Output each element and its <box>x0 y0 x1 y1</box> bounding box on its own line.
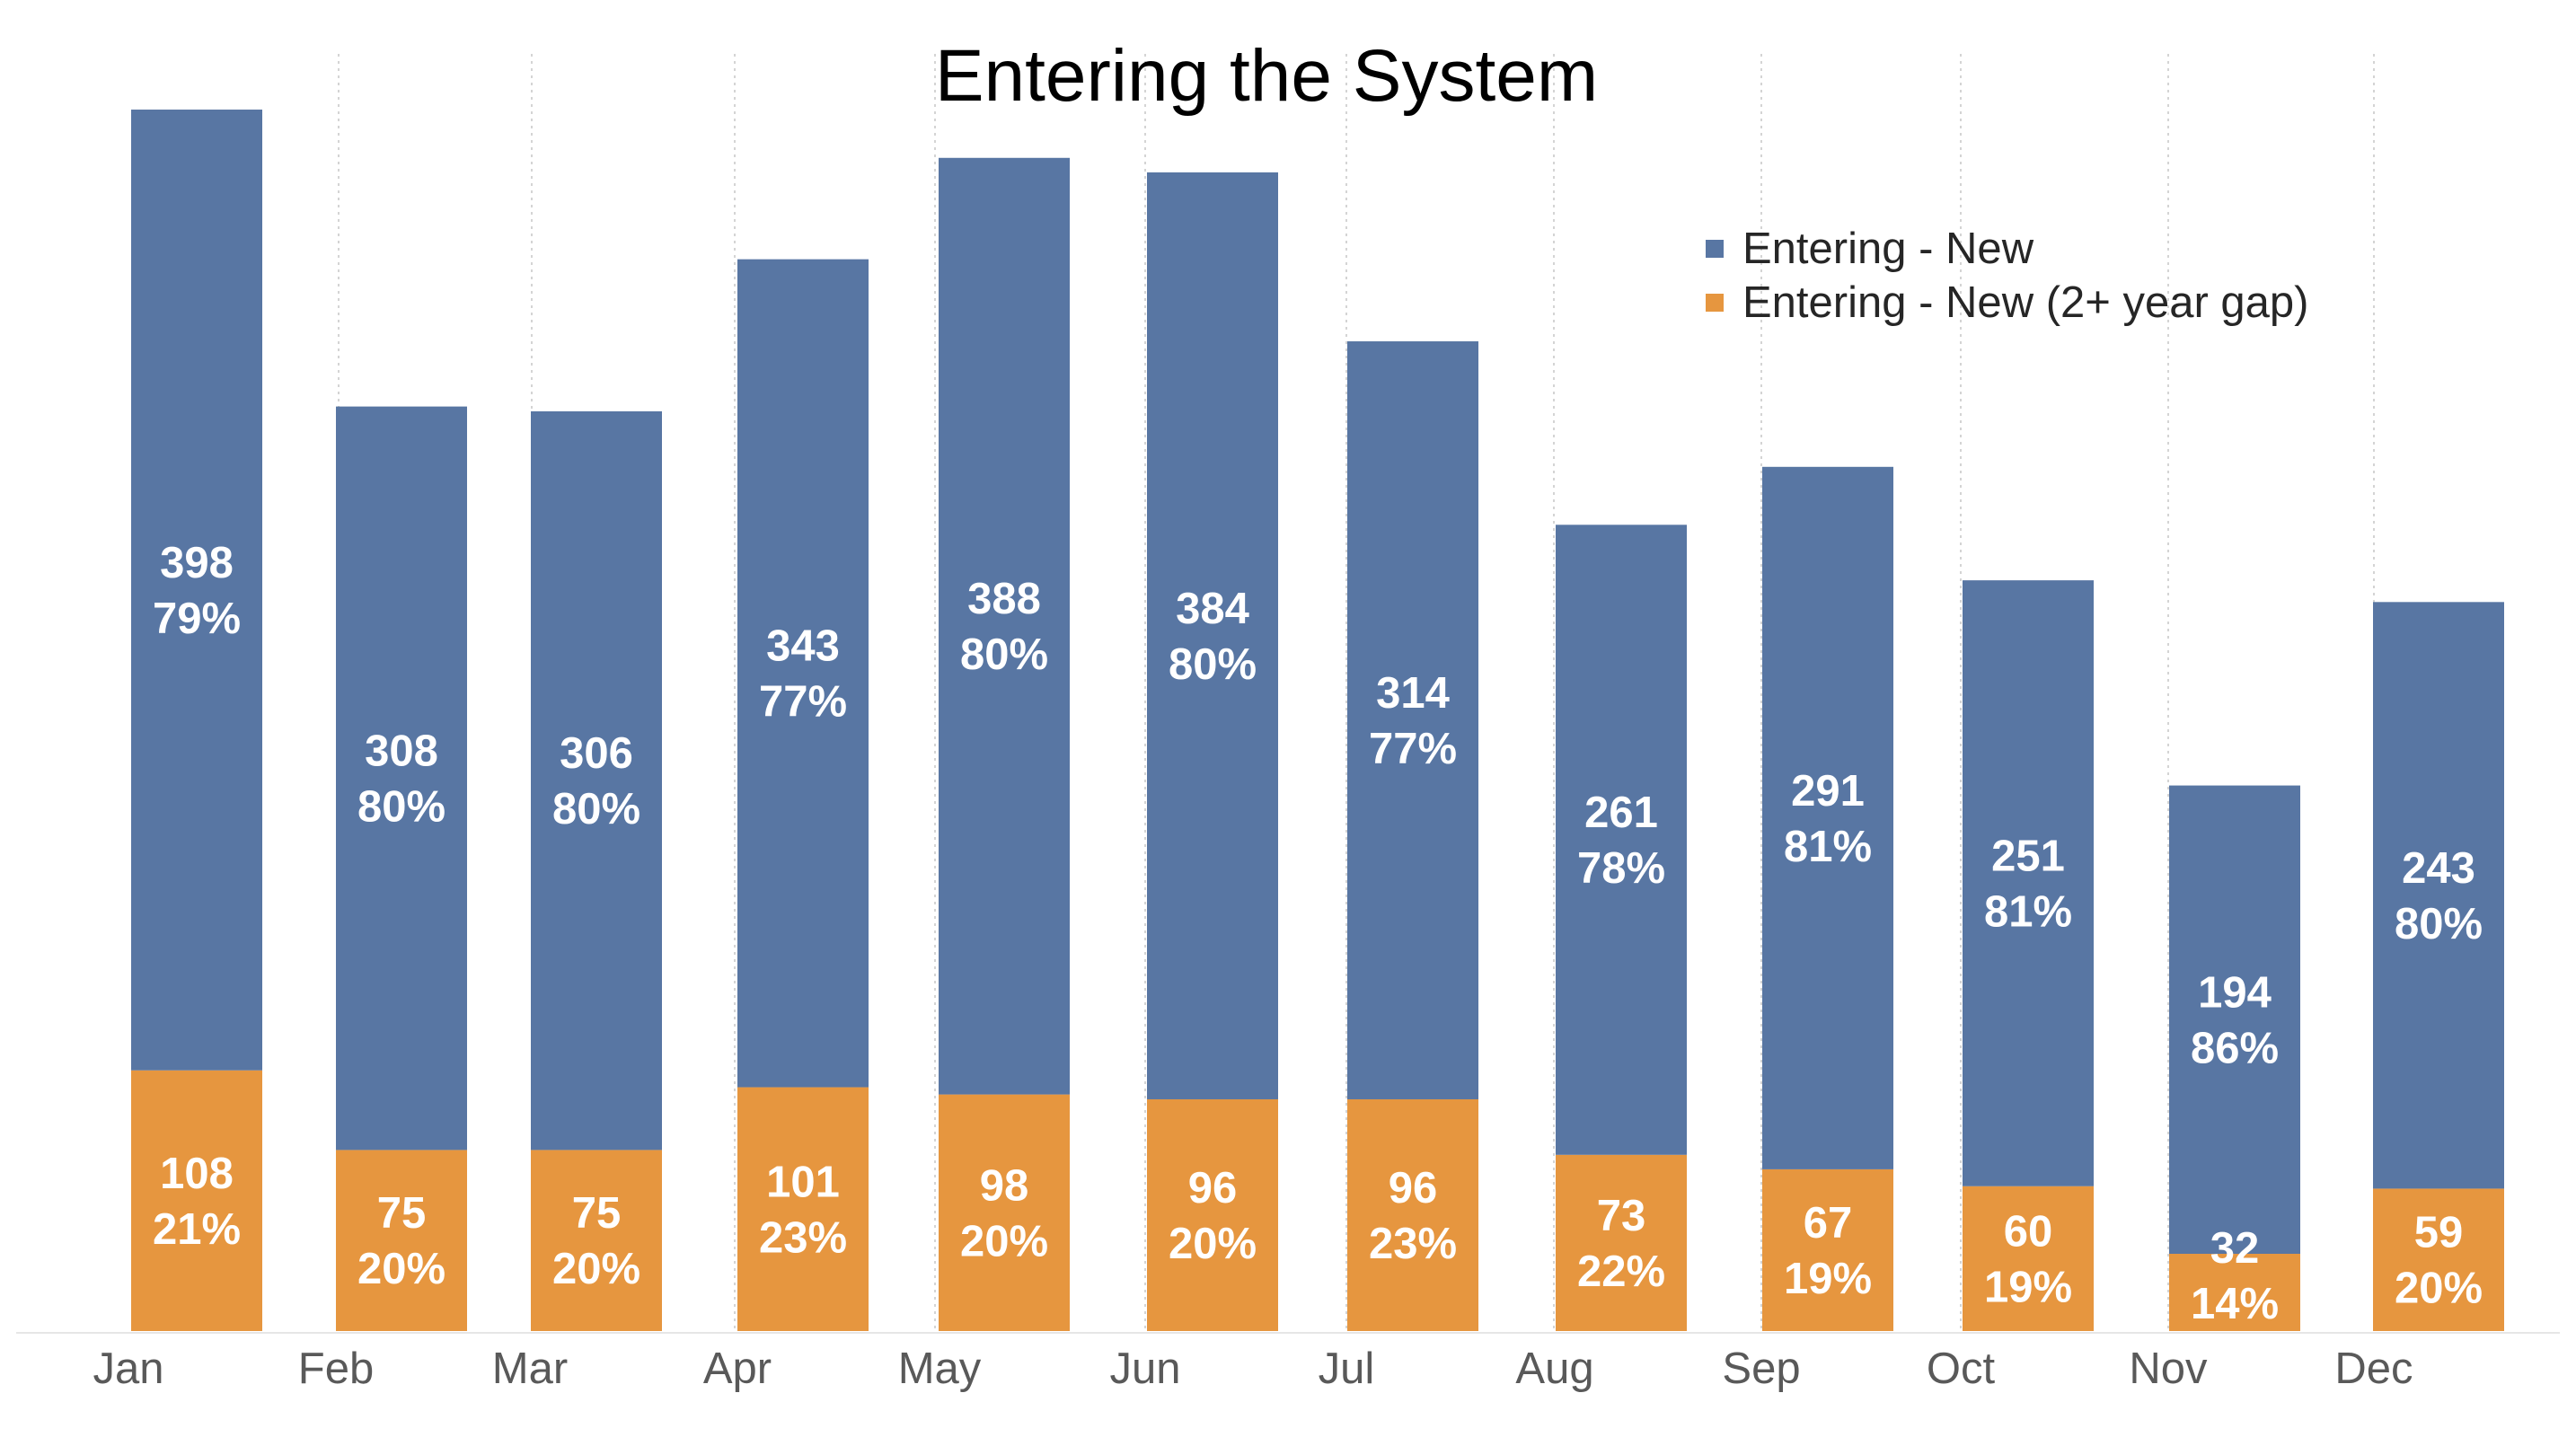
percent-label-new-nov: 86% <box>2191 1024 2279 1072</box>
bar-new-jun <box>1147 172 1278 1099</box>
bar-new-jul <box>1347 341 1478 1099</box>
percent-label-gap-jul: 23% <box>1369 1220 1457 1268</box>
x-tick-label-aug: Aug <box>1515 1345 1593 1393</box>
value-label-new-oct: 251 <box>1991 832 2065 880</box>
value-label-new-nov: 194 <box>2198 968 2272 1017</box>
bar-new-aug <box>1556 525 1687 1155</box>
bar-gap-oct <box>1963 1186 2094 1331</box>
value-label-gap-jun: 96 <box>1188 1164 1238 1212</box>
value-label-gap-aug: 73 <box>1597 1192 1646 1240</box>
percent-label-gap-mar: 20% <box>552 1245 640 1293</box>
legend-label-gap: Entering - New (2+ year gap) <box>1742 278 2309 327</box>
x-tick-label-jun: Jun <box>1109 1345 1180 1393</box>
x-tick-label-jul: Jul <box>1319 1345 1375 1393</box>
bar-gap-jan <box>131 1070 262 1331</box>
bar-gap-jun <box>1147 1098 1278 1331</box>
value-label-gap-mar: 75 <box>572 1189 622 1238</box>
bar-gap-aug <box>1556 1154 1687 1331</box>
legend-swatch-gap <box>1706 294 1724 312</box>
value-label-new-jan: 398 <box>160 539 234 587</box>
percent-label-gap-aug: 22% <box>1577 1248 1665 1296</box>
bar-new-nov <box>2169 785 2300 1254</box>
value-label-new-jul: 314 <box>1376 669 1450 718</box>
percent-label-gap-feb: 20% <box>357 1245 446 1293</box>
bar-new-mar <box>531 410 662 1151</box>
bar-new-apr <box>737 259 869 1088</box>
x-tick-label-dec: Dec <box>2334 1345 2413 1393</box>
value-label-new-jun: 384 <box>1176 585 1249 633</box>
value-label-gap-apr: 101 <box>766 1158 840 1206</box>
value-label-new-mar: 306 <box>560 729 633 778</box>
percent-label-new-sep: 81% <box>1784 823 1872 871</box>
value-label-new-apr: 343 <box>766 622 840 671</box>
percent-label-new-jul: 77% <box>1369 725 1457 773</box>
percent-label-gap-jan: 21% <box>153 1205 241 1254</box>
percent-label-gap-oct: 19% <box>1984 1263 2072 1311</box>
percent-label-new-mar: 80% <box>552 785 640 833</box>
value-label-gap-jul: 96 <box>1389 1164 1438 1212</box>
bar-new-jan <box>131 110 262 1071</box>
x-tick-label-feb: Feb <box>298 1345 374 1393</box>
legend-label-new: Entering - New <box>1742 225 2034 273</box>
x-tick-label-apr: Apr <box>703 1345 772 1393</box>
value-label-gap-feb: 75 <box>377 1189 427 1238</box>
data-labels: 398 79% 108 21% 308 80% 75 20% 306 80% 75 20% 343 77%… <box>153 539 2483 1328</box>
percent-label-new-jan: 79% <box>153 595 241 643</box>
legend: Entering - New Entering - New (2+ year g… <box>1696 225 2309 327</box>
value-label-gap-dec: 59 <box>2414 1209 2464 1257</box>
percent-label-new-apr: 77% <box>759 678 847 727</box>
bar-gap-may <box>939 1094 1070 1331</box>
value-label-gap-oct: 60 <box>2004 1207 2053 1256</box>
percent-label-gap-may: 20% <box>960 1217 1048 1265</box>
value-label-gap-nov: 32 <box>2210 1224 2260 1273</box>
percent-label-gap-dec: 20% <box>2395 1265 2483 1313</box>
percent-label-new-may: 80% <box>960 630 1048 679</box>
percent-label-new-oct: 81% <box>1984 887 2072 936</box>
x-tick-label-nov: Nov <box>2129 1345 2208 1393</box>
bar-gap-feb <box>336 1150 467 1331</box>
chart-title: Entering the System <box>935 35 1598 117</box>
percent-label-new-feb: 80% <box>357 783 446 832</box>
percent-label-gap-sep: 19% <box>1784 1255 1872 1303</box>
value-label-gap-jan: 108 <box>160 1150 234 1198</box>
value-label-new-may: 388 <box>967 575 1041 623</box>
percent-label-new-jun: 80% <box>1169 640 1257 689</box>
x-tick-label-sep: Sep <box>1722 1345 1800 1393</box>
value-label-gap-may: 98 <box>980 1161 1029 1210</box>
bars <box>131 110 2504 1331</box>
bar-new-oct <box>1963 580 2094 1186</box>
bar-gap-jul <box>1347 1098 1478 1331</box>
percent-label-new-aug: 78% <box>1577 844 1665 893</box>
percent-label-gap-apr: 23% <box>759 1213 847 1262</box>
value-label-new-dec: 243 <box>2402 844 2475 893</box>
bar-new-dec <box>2373 602 2504 1189</box>
value-label-new-sep: 291 <box>1791 767 1865 816</box>
legend-swatch-new <box>1706 240 1724 258</box>
percent-label-gap-nov: 14% <box>2191 1280 2279 1328</box>
bar-gap-nov <box>2169 1253 2300 1331</box>
bar-gap-apr <box>737 1087 869 1331</box>
bar-gap-sep <box>1762 1168 1893 1331</box>
percent-label-gap-jun: 20% <box>1169 1220 1257 1268</box>
value-label-gap-sep: 67 <box>1804 1199 1853 1248</box>
value-label-new-aug: 261 <box>1584 789 1658 837</box>
bar-gap-dec <box>2373 1188 2504 1331</box>
bar-new-feb <box>336 406 467 1151</box>
value-label-new-feb: 308 <box>365 727 438 776</box>
percent-label-new-dec: 80% <box>2395 900 2483 948</box>
bar-new-sep <box>1762 466 1893 1169</box>
x-tick-label-jan: Jan <box>93 1345 163 1393</box>
x-tick-label-may: May <box>898 1345 982 1393</box>
bar-new-may <box>939 157 1070 1095</box>
x-axis: Jan Feb Mar Apr May Jun Jul Aug Sep Oct Nov Dec <box>16 1332 2560 1393</box>
x-tick-label-mar: Mar <box>492 1345 568 1393</box>
bar-gap-mar <box>531 1150 662 1331</box>
x-tick-label-oct: Oct <box>1927 1345 1996 1393</box>
